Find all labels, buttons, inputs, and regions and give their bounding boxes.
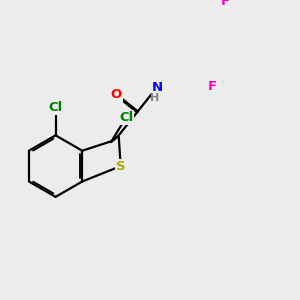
Text: N: N — [152, 81, 163, 94]
Text: Cl: Cl — [49, 101, 63, 114]
Text: H: H — [150, 93, 159, 103]
Text: S: S — [116, 160, 125, 172]
Text: F: F — [208, 80, 217, 94]
Text: O: O — [111, 88, 122, 101]
Text: Cl: Cl — [119, 111, 133, 124]
Text: F: F — [220, 0, 230, 8]
